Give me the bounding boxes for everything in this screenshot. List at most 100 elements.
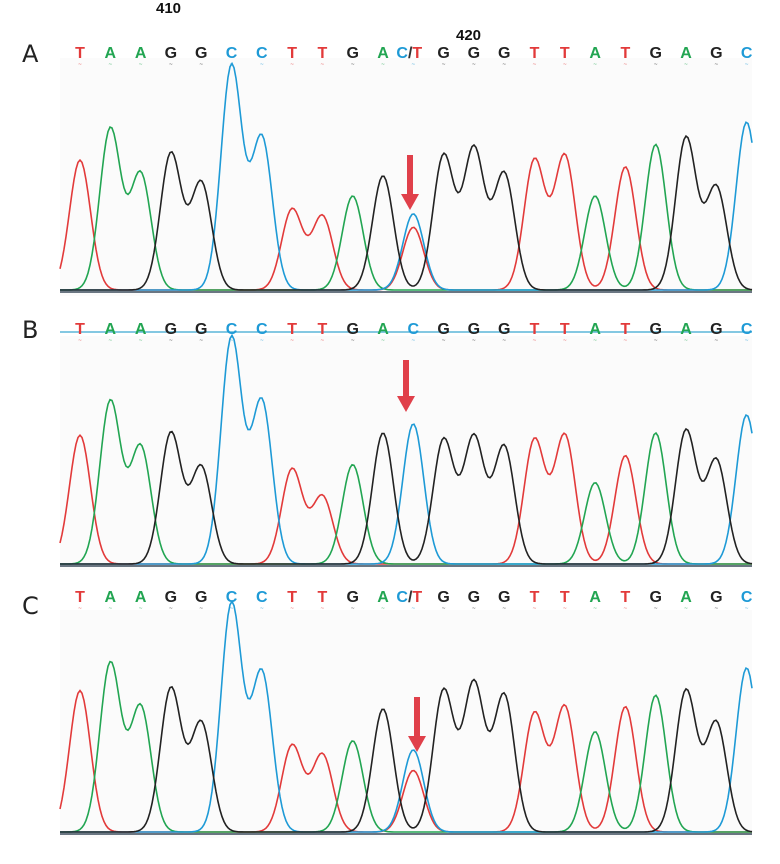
base-call-t: T <box>621 45 631 62</box>
quality-mark: ~ <box>744 62 748 68</box>
quality-mark: ~ <box>411 606 415 612</box>
base-call-t: T <box>75 321 85 338</box>
quality-mark: ~ <box>108 338 112 344</box>
base-call-t: T <box>318 589 328 606</box>
base-call-t: T <box>621 321 631 338</box>
quality-mark: ~ <box>623 62 627 68</box>
quality-mark: ~ <box>502 338 506 344</box>
panel-label-b: B <box>22 316 39 344</box>
base-call-a: A <box>135 589 147 606</box>
quality-mark: ~ <box>684 338 688 344</box>
quality-mark: ~ <box>138 62 142 68</box>
quality-mark: ~ <box>381 62 385 68</box>
position-420: 420 <box>456 27 482 44</box>
base-call-c: C <box>226 45 238 62</box>
quality-mark: ~ <box>78 606 82 612</box>
quality-mark: ~ <box>684 62 688 68</box>
variant-arrow-shaft <box>414 697 420 738</box>
base-call-g: G <box>165 321 177 338</box>
quality-mark: ~ <box>290 606 294 612</box>
variant-arrow-shaft <box>403 360 409 398</box>
base-call-g: G <box>346 321 358 338</box>
quality-mark: ~ <box>169 62 173 68</box>
quality-mark: ~ <box>654 606 658 612</box>
base-call-a: A <box>377 589 389 606</box>
base-call-g: G <box>346 45 358 62</box>
base-call-a: A <box>135 321 147 338</box>
quality-mark: ~ <box>593 62 597 68</box>
quality-mark: ~ <box>744 606 748 612</box>
base-call-t: T <box>530 589 540 606</box>
base-call-heterozygous: C/T <box>396 45 422 62</box>
base-call-g: G <box>649 589 661 606</box>
base-call-c: C <box>741 45 753 62</box>
base-call-g: G <box>468 45 480 62</box>
quality-mark: ~ <box>411 338 415 344</box>
trace-g <box>60 134 753 291</box>
panel-label-a: A <box>22 40 39 68</box>
base-call-g: G <box>195 321 207 338</box>
quality-mark: ~ <box>138 338 142 344</box>
base-call-t: T <box>318 321 328 338</box>
panel-label-c: C <box>22 592 39 620</box>
base-call-g: G <box>165 45 177 62</box>
base-call-a: A <box>589 589 601 606</box>
quality-mark: ~ <box>714 62 718 68</box>
quality-mark: ~ <box>351 606 355 612</box>
trace-g <box>60 678 753 833</box>
variant-arrow-head <box>408 736 426 752</box>
quality-mark: ~ <box>532 606 536 612</box>
quality-mark: ~ <box>169 606 173 612</box>
quality-mark: ~ <box>472 62 476 68</box>
quality-mark: ~ <box>744 338 748 344</box>
quality-mark: ~ <box>441 62 445 68</box>
quality-mark: ~ <box>654 338 658 344</box>
quality-mark: ~ <box>593 338 597 344</box>
base-call-c: C <box>408 321 420 338</box>
quality-mark: ~ <box>199 338 203 344</box>
quality-mark: ~ <box>441 606 445 612</box>
base-call-g: G <box>498 45 510 62</box>
quality-mark: ~ <box>78 62 82 68</box>
base-call-a: A <box>589 321 601 338</box>
quality-mark: ~ <box>532 62 536 68</box>
trace-g <box>60 427 753 565</box>
quality-mark: ~ <box>290 62 294 68</box>
variant-arrow-head <box>397 396 415 412</box>
base-call-a: A <box>680 589 692 606</box>
base-call-t: T <box>287 589 297 606</box>
base-call-c: C <box>226 589 238 606</box>
quality-mark: ~ <box>563 606 567 612</box>
quality-mark: ~ <box>108 62 112 68</box>
variant-arrow-shaft <box>407 155 413 196</box>
base-call-t: T <box>530 45 540 62</box>
base-call-g: G <box>437 589 449 606</box>
base-call-a: A <box>377 45 389 62</box>
base-call-g: G <box>195 589 207 606</box>
base-call-t: T <box>318 45 328 62</box>
base-call-g: G <box>710 321 722 338</box>
quality-mark: ~ <box>684 606 688 612</box>
base-call-g: G <box>710 45 722 62</box>
base-call-t: T <box>75 589 85 606</box>
quality-mark: ~ <box>654 62 658 68</box>
base-call-g: G <box>649 45 661 62</box>
quality-mark: ~ <box>229 62 233 68</box>
quality-mark: ~ <box>714 606 718 612</box>
variant-arrow-head <box>401 194 419 210</box>
base-call-a: A <box>680 321 692 338</box>
plot-area <box>60 58 752 296</box>
base-call-t: T <box>530 321 540 338</box>
base-call-t: T <box>560 321 570 338</box>
base-call-c: C <box>741 321 753 338</box>
plot-area <box>60 610 752 838</box>
quality-mark: ~ <box>138 606 142 612</box>
position-410: 410 <box>156 0 182 17</box>
base-call-g: G <box>346 589 358 606</box>
quality-mark: ~ <box>108 606 112 612</box>
quality-mark: ~ <box>351 62 355 68</box>
quality-mark: ~ <box>229 606 233 612</box>
base-call-a: A <box>680 45 692 62</box>
base-call-c: C <box>741 589 753 606</box>
